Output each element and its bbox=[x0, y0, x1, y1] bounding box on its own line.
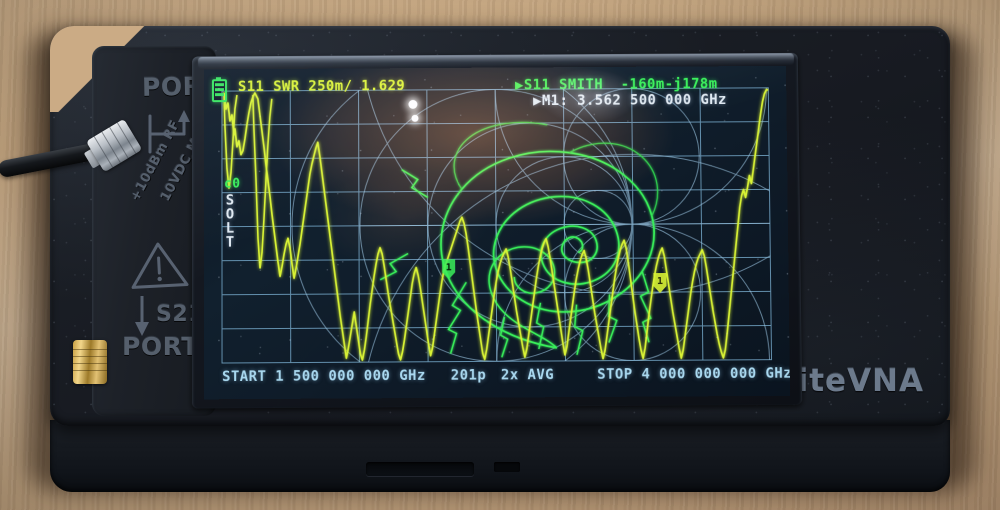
trace2-status[interactable]: ▶S11 SMITH -160m-j178m bbox=[514, 76, 718, 94]
sweep-points[interactable]: 201p bbox=[450, 367, 487, 384]
svg-text:1: 1 bbox=[657, 276, 663, 287]
marker-readout[interactable]: ▶M1: 3.562 500 000 GHz bbox=[533, 92, 727, 110]
averaging-setting[interactable]: 2x AVG bbox=[500, 367, 555, 384]
litevna-device: PORT1 S11 S21 PORT2 +10dBm RF 10VDC Max.… bbox=[0, 22, 968, 492]
marker-swr: 1 bbox=[652, 272, 666, 293]
marker-smith: 1 bbox=[441, 259, 455, 280]
sma-gold-body bbox=[73, 340, 107, 384]
vna-plot: 1 1 bbox=[204, 66, 790, 400]
warning-triangle-icon bbox=[131, 242, 189, 289]
start-frequency[interactable]: START 1 500 000 000 GHz bbox=[222, 367, 426, 386]
s21-arrow-icon bbox=[135, 296, 149, 336]
usb-port-slot[interactable] bbox=[366, 462, 474, 476]
lcd-screen[interactable]: 1 1 S11 SWR 250m/ 1.629 ▶S11 SMITH -160m… bbox=[203, 65, 791, 400]
lcd-glare-spot bbox=[408, 99, 418, 109]
trace1-status[interactable]: S11 SWR 250m/ 1.629 bbox=[237, 78, 406, 96]
stop-frequency[interactable]: STOP 4 000 000 000 GHz bbox=[597, 365, 791, 383]
smith-chart-overlay bbox=[291, 66, 790, 400]
device-front-edge bbox=[50, 420, 950, 492]
lcd-glare-spot-2 bbox=[411, 114, 419, 122]
secondary-slot[interactable] bbox=[494, 462, 520, 472]
calibration-slot[interactable]: c0 bbox=[223, 176, 241, 192]
s11-arrow-icon bbox=[148, 110, 190, 154]
port2-sma-connector[interactable] bbox=[73, 340, 107, 384]
svg-text:1: 1 bbox=[446, 262, 452, 273]
calibration-methods[interactable]: SOLT bbox=[221, 192, 239, 249]
battery-icon bbox=[211, 79, 227, 103]
